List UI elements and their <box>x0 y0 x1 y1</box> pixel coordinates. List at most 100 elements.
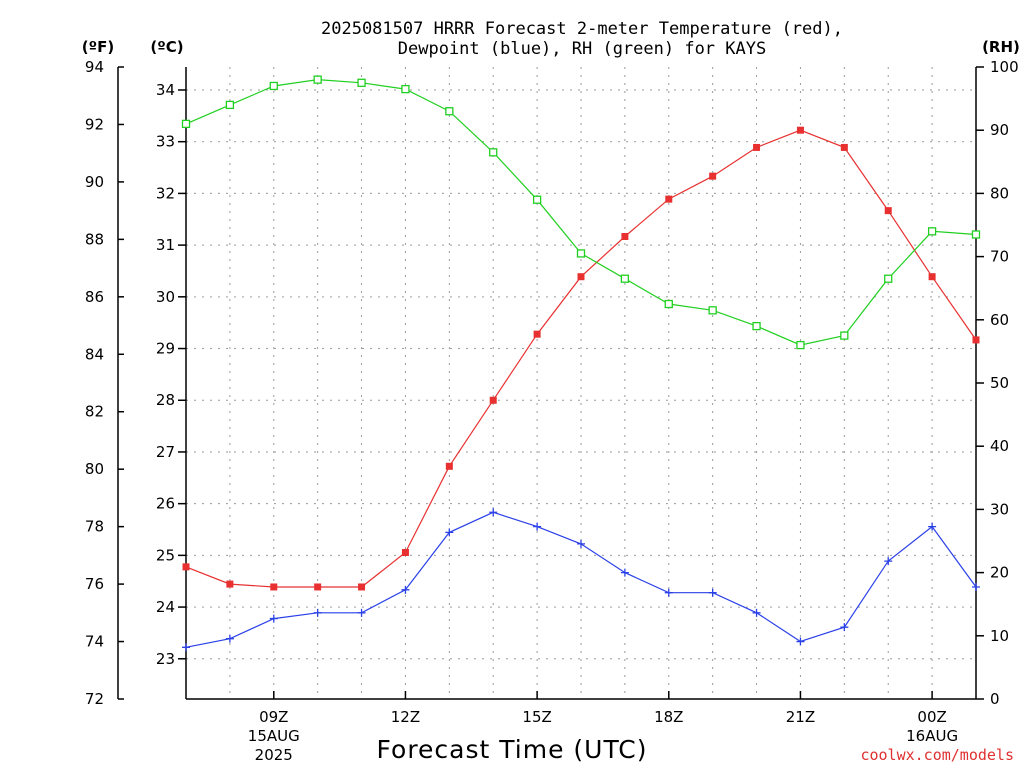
rh-point <box>181 119 191 129</box>
rh-point <box>576 249 586 258</box>
fahrenheit-tick-label: 80 <box>85 460 104 478</box>
dewpoint-point <box>840 623 849 632</box>
temperature-point <box>796 126 804 134</box>
rh-point <box>840 331 849 340</box>
rh-point <box>752 321 761 331</box>
dewpoint-point <box>884 557 893 566</box>
temperature-point <box>401 548 409 556</box>
temperature-point <box>533 330 541 338</box>
fahrenheit-tick-label: 88 <box>85 230 104 248</box>
celsius-tick-label: 34 <box>156 81 175 99</box>
series-layer <box>181 75 981 652</box>
temperature-point <box>621 232 629 240</box>
rh-point <box>884 274 893 283</box>
temperature-point <box>928 273 936 281</box>
temperature-point <box>270 583 278 591</box>
x-tick-label: 16AUG <box>906 727 958 745</box>
dewpoint-point <box>620 568 629 577</box>
rh-point <box>796 340 805 350</box>
dewpoint-point <box>533 522 542 531</box>
temperature-point <box>972 336 980 344</box>
x-tick-label: 18Z <box>654 708 683 726</box>
celsius-tick-label: 31 <box>156 236 175 254</box>
x-tick-label: 15AUG <box>248 727 300 745</box>
rh-tick-label: 0 <box>990 690 1000 708</box>
celsius-tick-label: 29 <box>156 340 175 358</box>
tick-labels: 72 74 76 78 80 82 84 86 88 90 92 94 23 24 25 26 27 28 29 30… <box>85 58 1019 764</box>
rh-tick-label: 100 <box>990 58 1019 76</box>
celsius-tick-label: 27 <box>156 443 175 461</box>
fahrenheit-tick-label: 94 <box>85 58 104 76</box>
rh-tick-label: 30 <box>990 500 1009 518</box>
rh-point <box>620 274 630 283</box>
rh-tick-label: 40 <box>990 437 1009 455</box>
x-tick-label: 15Z <box>522 708 551 726</box>
celsius-tick-label: 23 <box>156 650 175 668</box>
fahrenheit-tick-label: 72 <box>85 690 104 708</box>
celsius-unit-label: (ºC) <box>150 38 183 56</box>
rh-point <box>445 107 454 116</box>
x-tick-label: 00Z <box>917 708 946 726</box>
dewpoint-point <box>182 643 190 652</box>
credit-text: coolwx.com/models <box>860 746 1014 764</box>
rh-point <box>357 78 366 87</box>
rh-tick-label: 10 <box>990 627 1009 645</box>
rh-point <box>664 299 673 309</box>
celsius-tick-label: 28 <box>156 391 175 409</box>
temperature-point <box>577 273 585 281</box>
rh-unit-label: (RH) <box>982 38 1020 56</box>
dewpoint-point <box>752 608 761 617</box>
celsius-tick-label: 26 <box>156 495 175 513</box>
x-tick-label: 2025 <box>255 746 293 764</box>
celsius-tick-label: 24 <box>156 598 175 616</box>
fahrenheit-tick-label: 84 <box>85 345 104 363</box>
x-tick-label: 09Z <box>259 708 288 726</box>
fahrenheit-tick-label: 82 <box>85 403 104 421</box>
rh-tick-label: 60 <box>990 311 1009 329</box>
rh-point <box>269 81 278 91</box>
x-tick-label: 12Z <box>391 708 420 726</box>
fahrenheit-tick-label: 92 <box>85 115 104 133</box>
dewpoint-point <box>796 637 805 646</box>
rh-point <box>708 306 717 315</box>
dewpoint-point <box>269 614 278 623</box>
fahrenheit-tick-label: 76 <box>85 575 104 593</box>
temperature-point <box>445 462 453 470</box>
temperature-point <box>489 396 497 404</box>
rh-point <box>532 195 542 204</box>
temperature-point <box>182 563 190 571</box>
temperature-point <box>709 172 717 180</box>
rh-tick-label: 20 <box>990 564 1009 582</box>
chart-title-line-2: Dewpoint (blue), RH (green) for KAYS <box>398 39 766 59</box>
x-tick-label: 21Z <box>786 708 815 726</box>
chart-title-line-1: 2025081507 HRRR Forecast 2-meter Tempera… <box>321 19 843 39</box>
dewpoint-point <box>225 634 234 643</box>
celsius-tick-label: 30 <box>156 288 175 306</box>
dewpoint-point <box>708 588 717 597</box>
temperature-point <box>884 207 892 215</box>
temperature-point <box>840 143 848 151</box>
temperature-point <box>358 583 366 591</box>
dewpoint-point <box>489 508 498 517</box>
dewpoint-point <box>577 539 585 548</box>
fahrenheit-tick-label: 90 <box>85 173 104 191</box>
dewpoint-point <box>972 582 980 591</box>
temperature-point <box>753 143 761 151</box>
fahrenheit-unit-label: (ºF) <box>82 38 114 56</box>
temperature-line <box>185 129 977 588</box>
dewpoint-point <box>313 608 322 617</box>
fahrenheit-tick-label: 86 <box>85 288 104 306</box>
dewpoint-point <box>928 522 937 531</box>
rh-tick-label: 70 <box>990 248 1009 266</box>
fahrenheit-tick-label: 78 <box>85 518 104 536</box>
celsius-tick-label: 32 <box>156 184 175 202</box>
rh-point <box>927 227 937 236</box>
temperature-point <box>665 195 673 203</box>
temperature-point <box>226 580 234 588</box>
rh-point <box>313 75 322 84</box>
rh-point <box>489 148 498 157</box>
fahrenheit-tick-label: 74 <box>85 633 104 651</box>
celsius-tick-label: 25 <box>156 546 175 564</box>
rh-tick-label: 80 <box>990 184 1009 202</box>
